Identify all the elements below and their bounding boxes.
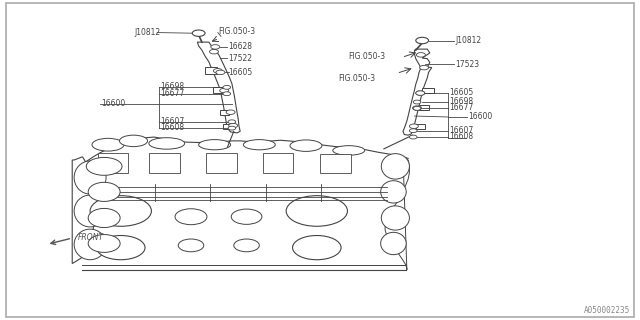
Circle shape: [97, 236, 145, 260]
Bar: [83, 146, 408, 270]
Ellipse shape: [74, 195, 106, 227]
Text: 16607: 16607: [161, 116, 184, 126]
Circle shape: [234, 239, 259, 252]
Text: J10812: J10812: [135, 28, 161, 37]
Polygon shape: [72, 157, 95, 264]
Ellipse shape: [120, 135, 148, 147]
Bar: [416, 124, 425, 129]
Text: J10812: J10812: [456, 36, 481, 45]
Circle shape: [223, 85, 230, 89]
Ellipse shape: [381, 232, 406, 255]
Text: 16677: 16677: [161, 89, 184, 98]
Text: 16605: 16605: [228, 68, 252, 77]
Circle shape: [90, 196, 152, 226]
Circle shape: [216, 70, 225, 75]
Text: 16608: 16608: [161, 123, 184, 132]
Circle shape: [228, 126, 236, 130]
Polygon shape: [385, 157, 410, 270]
Ellipse shape: [74, 161, 106, 194]
Circle shape: [175, 209, 207, 225]
Circle shape: [413, 106, 422, 110]
Polygon shape: [403, 49, 432, 135]
Ellipse shape: [381, 154, 410, 179]
Ellipse shape: [74, 229, 106, 260]
Circle shape: [228, 123, 237, 128]
Bar: [98, 153, 129, 173]
Bar: [149, 153, 179, 173]
Circle shape: [211, 45, 220, 49]
Text: 17522: 17522: [228, 53, 252, 62]
Text: 16677: 16677: [449, 103, 473, 112]
Text: 16608: 16608: [449, 132, 473, 141]
Circle shape: [410, 129, 417, 132]
Bar: [212, 87, 223, 93]
Text: A050002235: A050002235: [584, 306, 630, 315]
Circle shape: [417, 52, 426, 57]
Bar: [206, 153, 237, 173]
Text: FIG.050-3: FIG.050-3: [338, 74, 375, 83]
Circle shape: [416, 91, 425, 95]
Ellipse shape: [92, 138, 124, 151]
Ellipse shape: [333, 146, 365, 155]
Bar: [223, 124, 232, 129]
Text: 16607: 16607: [449, 125, 473, 134]
Circle shape: [410, 135, 417, 139]
Polygon shape: [197, 42, 240, 133]
Circle shape: [209, 50, 218, 54]
Circle shape: [228, 120, 236, 124]
Ellipse shape: [149, 138, 184, 149]
Circle shape: [413, 107, 421, 110]
Text: 16600: 16600: [468, 112, 492, 121]
Circle shape: [413, 100, 421, 104]
Circle shape: [226, 110, 235, 115]
Text: 16698: 16698: [449, 97, 473, 106]
Ellipse shape: [290, 140, 322, 151]
Text: FRONT: FRONT: [77, 233, 103, 242]
Bar: [419, 105, 429, 110]
Text: 16698: 16698: [161, 82, 184, 91]
Text: FIG.050-3: FIG.050-3: [348, 52, 385, 61]
Text: 16600: 16600: [102, 99, 126, 108]
Ellipse shape: [88, 182, 120, 201]
Circle shape: [231, 209, 262, 224]
Bar: [422, 88, 434, 93]
Circle shape: [410, 124, 419, 128]
Text: 16628: 16628: [228, 42, 252, 52]
Text: FIG.050-3: FIG.050-3: [218, 28, 255, 36]
Bar: [320, 154, 351, 173]
Ellipse shape: [88, 235, 120, 252]
Bar: [220, 110, 229, 115]
Circle shape: [192, 30, 205, 36]
Circle shape: [220, 88, 228, 93]
Ellipse shape: [381, 206, 410, 230]
Circle shape: [178, 239, 204, 252]
Ellipse shape: [86, 157, 122, 175]
Circle shape: [292, 236, 341, 260]
Circle shape: [286, 196, 348, 226]
Circle shape: [416, 37, 429, 44]
Ellipse shape: [88, 208, 120, 228]
Ellipse shape: [381, 181, 406, 203]
Bar: [262, 153, 293, 173]
Circle shape: [223, 92, 230, 96]
Circle shape: [213, 68, 222, 73]
Text: 16605: 16605: [449, 88, 473, 97]
Bar: [205, 67, 216, 74]
Ellipse shape: [243, 140, 275, 150]
Ellipse shape: [198, 140, 230, 150]
Circle shape: [420, 65, 429, 70]
Text: 17523: 17523: [456, 60, 479, 69]
Circle shape: [416, 91, 425, 95]
